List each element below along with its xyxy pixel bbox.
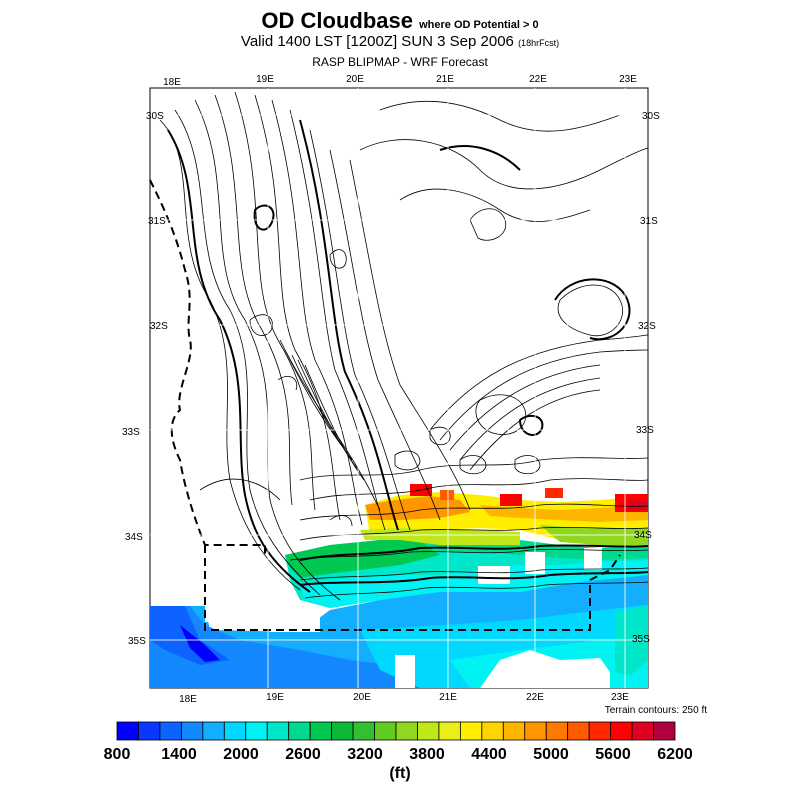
coastline: [149, 179, 621, 631]
colorbar-label: 4400: [471, 746, 507, 763]
colorbar-swatch: [459, 721, 483, 741]
colorbar-swatch: [524, 721, 547, 741]
colorbar-swatch: [223, 721, 247, 741]
top-lon-label: 23E: [619, 74, 637, 85]
colorbar-swatch: [438, 721, 461, 741]
valid-time: Valid 1400 LST [1200Z] SUN 3 Sep 2006 (1…: [0, 33, 800, 50]
bottom-lon-label: 19E: [266, 692, 284, 703]
colorbar-swatch: [502, 721, 526, 741]
valid-text: Valid 1400 LST [1200Z] SUN 3 Sep 2006: [240, 33, 514, 50]
bottom-lon-label: 18E: [179, 694, 197, 705]
colorbar-swatch: [180, 721, 204, 741]
colorbar-swatch: [245, 721, 268, 741]
colorbar-label: 2600: [285, 746, 321, 763]
forecast-hours: (18hrFcst): [518, 38, 560, 48]
colorbar-swatch: [417, 721, 440, 741]
bottom-lon-label: 22E: [526, 692, 544, 703]
colorbar-swatch: [567, 721, 590, 741]
left-lat-label: 31S: [148, 216, 166, 227]
right-lat-label: 34S: [634, 530, 652, 541]
colorbar: [116, 721, 676, 741]
left-lat-label: 33S: [122, 427, 140, 438]
colorbar-swatch: [631, 721, 654, 741]
colorbar-label: 1400: [161, 746, 197, 763]
right-lat-label: 35S: [632, 634, 650, 645]
colorbar-swatch: [374, 721, 397, 741]
top-lon-label: 21E: [436, 74, 454, 85]
terrain-contours: [159, 91, 648, 601]
colorbar-swatch: [138, 721, 161, 741]
title-main: OD Cloudbase: [261, 8, 413, 33]
right-lat-label: 32S: [638, 321, 656, 332]
top-lon-label: 18E: [163, 77, 181, 88]
axis-labels: 18E 19E 20E 21E 22E 23E 18E 19E 20E 21E …: [122, 74, 660, 705]
colorbar-swatch: [653, 721, 676, 741]
top-lon-label: 20E: [346, 74, 364, 85]
colorbar-swatch: [395, 721, 418, 741]
left-lat-label: 32S: [150, 321, 168, 332]
colorbar-label: 3200: [347, 746, 383, 763]
left-lat-label: 30S: [146, 111, 164, 122]
right-lat-label: 31S: [640, 216, 658, 227]
terrain-note: Terrain contours: 250 ft: [604, 705, 707, 716]
color-field: [150, 484, 648, 688]
map-title: OD Cloudbase where OD Potential > 0: [0, 8, 800, 34]
colorbar-swatch: [352, 721, 375, 741]
colorbar-label: 3800: [409, 746, 445, 763]
thick-contours: [167, 119, 648, 593]
colorbar-unit: (ft): [389, 765, 411, 782]
bottom-lon-label: 20E: [353, 692, 371, 703]
colorbar-swatch: [331, 721, 354, 741]
lat-lon-grid: [150, 88, 648, 688]
colorbar-swatch: [481, 721, 504, 741]
colorbar-swatch: [288, 721, 311, 741]
title-qualifier: where OD Potential > 0: [419, 19, 539, 31]
top-lon-label: 22E: [529, 74, 547, 85]
colorbar-swatch: [266, 721, 290, 741]
left-lat-label: 34S: [125, 532, 143, 543]
top-lon-label: 19E: [256, 74, 274, 85]
colorbar-labels: 800 1400 2000 2600 3200 3800 4400 5000 5…: [104, 746, 693, 763]
colorbar-swatch: [610, 721, 633, 741]
colorbar-swatch: [202, 721, 225, 741]
colorbar-swatch: [588, 721, 612, 741]
colorbar-label: 6200: [657, 746, 693, 763]
colorbar-label: 2000: [223, 746, 259, 763]
colorbar-swatch: [159, 721, 182, 741]
left-lat-label: 35S: [128, 636, 146, 647]
colorbar-label: 5600: [595, 746, 631, 763]
colorbar-label: 800: [104, 746, 131, 763]
right-lat-label: 33S: [636, 425, 654, 436]
colorbar-swatch: [309, 721, 333, 741]
right-lat-label: 30S: [642, 111, 660, 122]
colorbar-swatch: [545, 721, 569, 741]
colorbar-swatch: [116, 721, 139, 741]
colorbar-label: 5000: [533, 746, 569, 763]
bottom-lon-label: 21E: [439, 692, 457, 703]
bottom-lon-label: 23E: [611, 692, 629, 703]
map-subtitle: RASP BLIPMAP - WRF Forecast: [312, 55, 488, 69]
